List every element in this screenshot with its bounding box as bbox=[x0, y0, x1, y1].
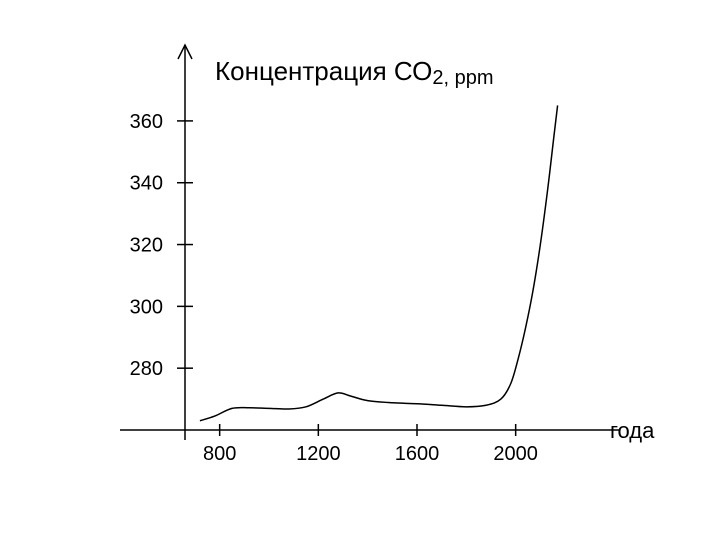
y-tick-label: 320 bbox=[130, 235, 163, 257]
chart-svg: 800 1200 1600 2000 280 300 320 340 360 года Концен… bbox=[0, 0, 720, 540]
x-tick-label: 1200 bbox=[296, 443, 341, 465]
x-axis-label: года bbox=[610, 418, 655, 443]
x-tick-label: 2000 bbox=[493, 443, 538, 465]
x-tick-label: 1600 bbox=[395, 443, 440, 465]
y-tick-label: 340 bbox=[130, 173, 163, 195]
y-tick-label: 300 bbox=[130, 296, 163, 318]
co2-chart: 800 1200 1600 2000 280 300 320 340 360 года Концен… bbox=[0, 0, 720, 540]
series-co2 bbox=[200, 105, 558, 420]
x-tick-label: 800 bbox=[203, 443, 236, 465]
y-tick-label: 280 bbox=[130, 358, 163, 380]
chart-title: Концентрация СО2, ppm bbox=[215, 56, 494, 89]
y-tick-label: 360 bbox=[130, 111, 163, 133]
